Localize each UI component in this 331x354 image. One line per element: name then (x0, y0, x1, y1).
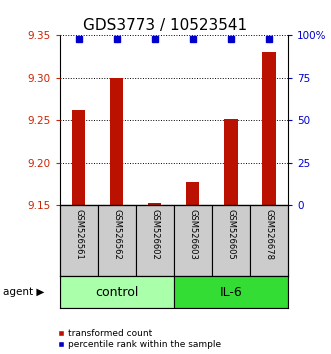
FancyBboxPatch shape (250, 205, 288, 276)
Bar (186, 182, 200, 205)
Bar (148, 203, 162, 205)
Bar (224, 119, 238, 205)
FancyBboxPatch shape (136, 205, 174, 276)
Text: GDS3773 / 10523541: GDS3773 / 10523541 (83, 18, 248, 33)
FancyBboxPatch shape (60, 276, 174, 308)
Text: GSM526602: GSM526602 (150, 209, 159, 259)
Bar (262, 52, 276, 205)
Bar (110, 78, 123, 205)
Text: control: control (95, 286, 138, 298)
Text: IL-6: IL-6 (219, 286, 242, 298)
FancyBboxPatch shape (174, 205, 212, 276)
FancyBboxPatch shape (60, 205, 98, 276)
Text: GSM526562: GSM526562 (112, 209, 121, 259)
FancyBboxPatch shape (98, 205, 136, 276)
FancyBboxPatch shape (174, 276, 288, 308)
Text: GSM526678: GSM526678 (264, 209, 273, 260)
Text: GSM526561: GSM526561 (74, 209, 83, 259)
Text: GSM526603: GSM526603 (188, 209, 197, 260)
Text: GSM526605: GSM526605 (226, 209, 235, 259)
Legend: transformed count, percentile rank within the sample: transformed count, percentile rank withi… (58, 329, 221, 349)
Bar (72, 110, 85, 205)
FancyBboxPatch shape (212, 205, 250, 276)
Text: agent ▶: agent ▶ (3, 287, 45, 297)
